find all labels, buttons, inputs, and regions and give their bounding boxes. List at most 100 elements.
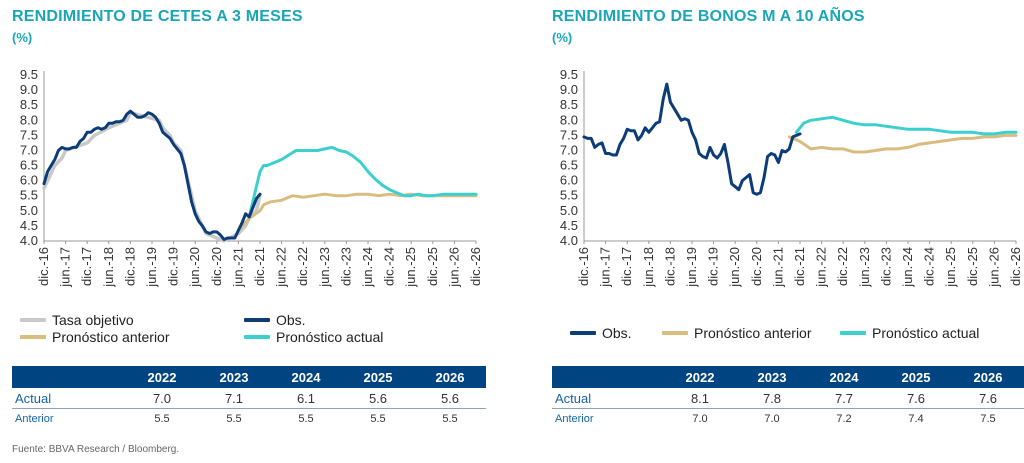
y-tick-label: 4.5 (560, 218, 578, 233)
legend-item-anterior: Pronóstico anterior (20, 329, 170, 345)
legend-item-actual: Pronóstico actual (244, 329, 383, 345)
legend-item-tasa: Tasa objetivo (20, 312, 134, 328)
table-row-anterior: Anterior 5.5 5.5 5.5 5.5 5.5 (12, 409, 486, 430)
cetes-chart: 9.59.08.58.07.57.06.56.05.55.04.54.0dic.… (20, 67, 483, 288)
y-tick-label: 9.0 (560, 82, 578, 97)
x-tick-label: dic.-19 (706, 247, 721, 286)
x-tick-label: dic.-21 (792, 247, 807, 286)
x-tick-label: dic.-22 (295, 247, 310, 286)
legend-label-anterior: Pronóstico anterior (694, 325, 812, 341)
x-tick-label: jun.-20 (727, 247, 742, 288)
table-header-year: 2022 (664, 366, 736, 388)
table-cell: 8.1 (664, 388, 736, 409)
series-line-obs (582, 82, 802, 196)
table-header-year: 2022 (126, 366, 198, 388)
table-cell: 7.2 (836, 413, 852, 425)
y-tick-label: 9.0 (20, 82, 38, 97)
y-tick-label: 5.0 (560, 203, 578, 218)
legend-swatch-anterior (20, 335, 46, 339)
x-tick-label: dic.-20 (749, 247, 764, 286)
x-tick-label: jun.-26 (446, 247, 461, 288)
x-tick-label: jun.-18 (641, 247, 656, 288)
y-tick-label: 7.0 (20, 142, 38, 157)
cetes-forecast-table: 2022 2023 2024 2025 2026 Actual 7.0 7.1 … (12, 366, 486, 429)
cetes-chart-title: RENDIMIENTO DE CETES A 3 MESES (12, 8, 303, 25)
table-cell: 7.0 (692, 413, 708, 425)
y-tick-label: 8.0 (20, 112, 38, 127)
legend-swatch-actual (840, 331, 866, 335)
table-row-anterior: Anterior 7.0 7.0 7.2 7.4 7.5 (552, 409, 1024, 430)
x-tick-label: jun.-22 (274, 247, 289, 288)
legend-swatch-obs (244, 318, 270, 322)
y-tick-label: 4.0 (20, 233, 38, 248)
y-tick-label: 5.5 (560, 188, 578, 203)
x-tick-label: dic.-16 (36, 247, 51, 286)
table-cell: 7.0 (126, 388, 198, 409)
series-line-obs (42, 109, 262, 241)
table-cell: 5.5 (298, 413, 314, 425)
table-cell: 7.7 (808, 388, 880, 409)
table-cell: 5.6 (342, 388, 414, 409)
x-tick-label: dic.-21 (252, 247, 267, 286)
x-tick-label: dic.-26 (468, 247, 483, 286)
legend-swatch-actual (244, 335, 270, 339)
table-header-row: 2022 2023 2024 2025 2026 (12, 366, 486, 388)
y-tick-label: 6.0 (560, 173, 578, 188)
table-cell: 7.6 (952, 388, 1024, 409)
table-cell: 7.5 (980, 413, 996, 425)
legend-item-actual: Pronóstico actual (840, 325, 979, 341)
y-tick-label: 4.5 (20, 218, 38, 233)
x-tick-label: jun.-24 (900, 247, 915, 288)
table-header-year: 2025 (342, 366, 414, 388)
table-cell: 5.5 (370, 413, 386, 425)
x-tick-label: dic.-18 (662, 247, 677, 286)
table-cell: 7.0 (764, 413, 780, 425)
x-tick-label: dic.-24 (922, 247, 937, 286)
table-header-blank (12, 366, 126, 388)
x-tick-label: dic.-25 (965, 247, 980, 286)
cetes-chart-unit: (%) (12, 30, 33, 45)
table-header-blank (552, 366, 664, 388)
x-tick-label: dic.-26 (1008, 247, 1023, 286)
table-cell: 5.6 (414, 388, 486, 409)
legend-item-obs: Obs. (244, 312, 306, 328)
y-tick-label: 5.5 (20, 188, 38, 203)
legend-label-actual: Pronóstico actual (872, 325, 980, 341)
x-tick-label: jun.-23 (857, 247, 872, 288)
y-tick-label: 9.5 (560, 67, 578, 82)
bonos-panel: RENDIMIENTO DE BONOS M A 10 AÑOS (%) 9.5… (540, 0, 1024, 440)
cetes-panel: RENDIMIENTO DE CETES A 3 MESES (%) 9.5 9.… (0, 0, 500, 440)
series-line-actual (794, 115, 1018, 136)
x-tick-label: dic.-20 (209, 247, 224, 286)
x-tick-label: dic.-23 (338, 247, 353, 286)
table-cell: 6.1 (270, 388, 342, 409)
legend-swatch-tasa (20, 318, 46, 322)
y-tick-label: 6.0 (20, 173, 38, 188)
x-tick-label: jun.-25 (943, 247, 958, 288)
x-tick-label: jun.-19 (684, 247, 699, 288)
x-tick-label: dic.-25 (425, 247, 440, 286)
table-header-row: 2022 2023 2024 2025 2026 (552, 366, 1024, 388)
y-tick-label: 6.5 (20, 158, 38, 173)
x-tick-label: jun.-21 (770, 247, 785, 288)
row-label-actual: Actual (552, 388, 664, 409)
y-tick-label: 7.5 (560, 127, 578, 142)
bonos-chart: 9.59.08.58.07.57.06.56.05.55.04.54.0dic.… (560, 67, 1023, 288)
table-cell: 7.1 (198, 388, 270, 409)
source-note: Fuente: BBVA Research / Bloomberg. (12, 444, 180, 455)
legend-swatch-obs (570, 331, 596, 335)
series-line-tasa (42, 110, 262, 243)
legend-item-obs: Obs. (570, 325, 632, 341)
x-tick-label: jun.-19 (144, 247, 159, 288)
bonos-forecast-table: 2022 2023 2024 2025 2026 Actual 8.1 7.8 … (552, 366, 1024, 429)
legend-label-obs: Obs. (602, 325, 632, 341)
table-cell: 7.6 (880, 388, 952, 409)
table-cell: 7.4 (908, 413, 924, 425)
series-line-anterior (236, 192, 478, 232)
row-label-anterior: Anterior (15, 413, 54, 425)
x-tick-label: dic.-18 (122, 247, 137, 286)
series-line-anterior (787, 133, 1018, 154)
y-tick-label: 8.5 (560, 97, 578, 112)
table-cell: 7.8 (736, 388, 808, 409)
row-label-anterior: Anterior (555, 413, 594, 425)
